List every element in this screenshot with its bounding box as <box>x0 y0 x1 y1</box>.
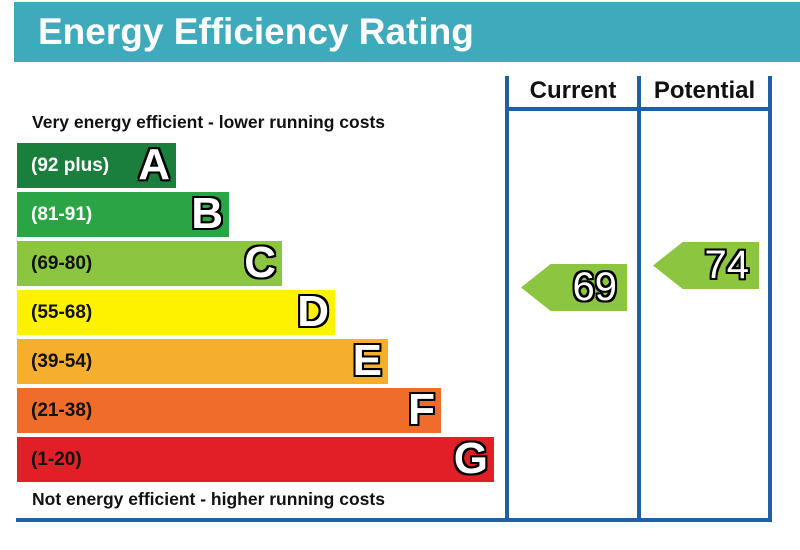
band-letter: F <box>408 385 435 434</box>
band-letter: C <box>244 238 276 287</box>
potential-rating-value: 74 <box>704 243 750 287</box>
band-c: (69-80) C <box>17 238 282 287</box>
band-letter: G <box>453 434 488 483</box>
band-range-label: (21-38) <box>31 400 93 421</box>
band-g: (1-20) G <box>17 434 494 483</box>
column-divider-right <box>768 76 772 522</box>
band-range-label: (39-54) <box>31 351 93 372</box>
current-rating-value: 69 <box>572 265 618 309</box>
band-range-label: (81-91) <box>31 204 93 225</box>
band-e: (39-54) E <box>17 336 388 385</box>
bottom-caption: Not energy efficient - higher running co… <box>32 489 385 509</box>
potential-rating-arrow: 74 <box>653 242 759 289</box>
band-b: (81-91) B <box>17 189 229 238</box>
band-letter: B <box>191 189 223 238</box>
band-letter: A <box>138 140 170 189</box>
top-caption: Very energy efficient - lower running co… <box>32 112 386 132</box>
column-divider-middle <box>637 76 641 522</box>
current-rating-arrow: 69 <box>521 264 627 311</box>
column-header-current: Current <box>529 77 617 104</box>
band-range-label: (69-80) <box>31 253 93 274</box>
band-range-label: (55-68) <box>31 302 93 323</box>
column-header-potential: Potential <box>653 77 756 104</box>
header-underline <box>505 107 772 111</box>
band-range-label: (1-20) <box>31 449 82 470</box>
title-bar: Energy Efficiency Rating <box>14 2 800 62</box>
band-range-label: (92 plus) <box>31 155 110 176</box>
bottom-border <box>16 518 772 522</box>
band-letter: E <box>352 336 382 385</box>
band-a: (92 plus) A <box>17 140 176 189</box>
band-d: (55-68) D <box>17 287 335 336</box>
column-divider-left <box>505 76 509 522</box>
page-title: Energy Efficiency Rating <box>38 11 474 52</box>
band-letter: D <box>297 287 329 336</box>
band-f: (21-38) F <box>17 385 441 434</box>
